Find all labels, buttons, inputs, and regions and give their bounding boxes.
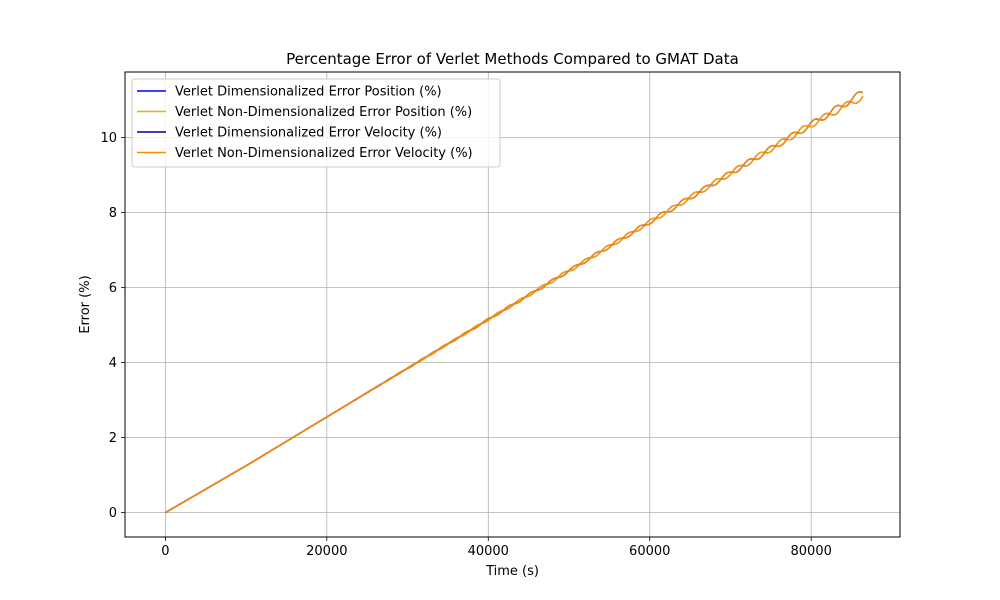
y-axis-label: Error (%) [78, 275, 93, 333]
y-tick-label: 4 [109, 356, 117, 371]
series-line [164, 91, 864, 514]
x-tick-label: 60000 [629, 544, 670, 559]
axis-ticks: 0 20000 40000 60000 80000 0 2 4 6 8 10 [100, 131, 831, 559]
y-tick-label: 6 [109, 281, 117, 296]
chart-title: Percentage Error of Verlet Methods Compa… [286, 50, 739, 68]
legend-label: Verlet Non-Dimensionalized Error Positio… [175, 105, 472, 120]
legend: Verlet Dimensionalized Error Position (%… [131, 78, 501, 168]
series-lines [164, 91, 864, 514]
legend-label: Verlet Non-Dimensionalized Error Velocit… [175, 146, 473, 161]
y-tick-label: 2 [109, 431, 117, 446]
x-axis-label: Time (s) [485, 564, 539, 579]
y-tick-label: 10 [100, 131, 117, 146]
y-tick-label: 0 [109, 506, 117, 521]
legend-box [131, 78, 501, 168]
plot-frame [124, 71, 901, 538]
x-tick-label: 40000 [468, 544, 509, 559]
y-tick-label: 8 [109, 206, 117, 221]
x-tick-label: 20000 [306, 544, 347, 559]
x-tick-label: 80000 [791, 544, 832, 559]
legend-label: Verlet Dimensionalized Error Position (%… [175, 85, 442, 100]
x-tick-label: 0 [161, 544, 169, 559]
legend-label: Verlet Dimensionalized Error Velocity (%… [175, 126, 442, 141]
